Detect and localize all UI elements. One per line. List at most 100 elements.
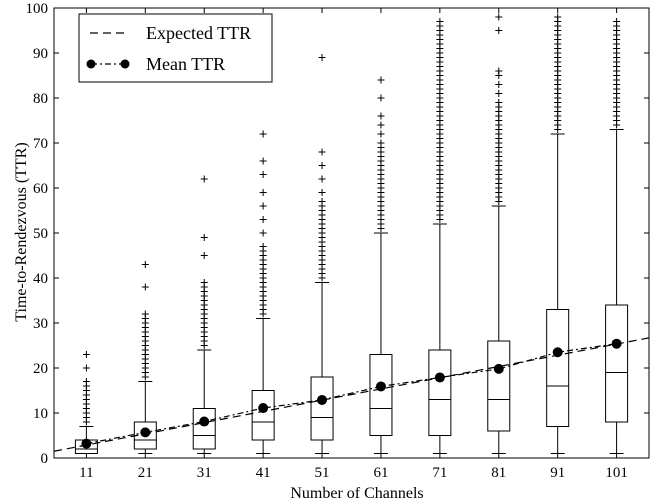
box-iqr [251,390,275,441]
outlier-marker [141,310,149,318]
mean-ttr-point [493,363,504,374]
y-tick-label: 10 [33,406,48,422]
x-tick-label: 21 [138,465,153,481]
outlier-marker [377,76,385,84]
box-71 [428,18,452,454]
box-61 [369,76,393,454]
legend-box [78,13,273,83]
box-iqr [192,408,216,450]
outlier-marker [495,90,503,97]
outlier-marker [613,18,621,25]
outlier-marker [377,112,385,120]
y-tick-label: 50 [33,226,48,242]
box-91 [546,13,570,454]
outlier-marker [377,121,385,129]
outlier-marker [377,94,385,102]
outlier-marker [318,148,326,156]
outlier-marker [259,171,267,178]
outlier-marker [436,18,444,25]
y-axis-label: Time-to-Rendezvous (TTR) [13,142,30,321]
legend-mean-marker-left [86,59,96,69]
y-tick-label: 90 [33,46,48,62]
outlier-marker [259,130,267,138]
plot-area [53,13,650,454]
x-tick-label: 31 [197,465,212,481]
mean-ttr-point [81,438,92,449]
x-tick-label: 91 [550,465,565,481]
y-tick-label: 60 [33,181,48,197]
box-iqr [310,376,334,441]
outlier-marker [200,175,208,183]
box-41 [251,130,275,454]
expected-ttr-line [53,337,650,452]
outlier-marker [259,229,267,237]
mean-ttr-point [199,416,210,427]
box-iqr [487,340,511,432]
outlier-marker [141,283,149,291]
mean-ttr-point [317,394,328,405]
legend-mean-marker-right [120,59,130,69]
y-tick-label: 80 [33,91,48,107]
x-tick-label: 71 [432,465,447,481]
legend: Expected TTR Mean TTR [78,13,273,83]
x-tick-label: 81 [491,465,506,481]
box-11 [74,351,98,454]
mean-ttr-point [552,347,563,358]
outlier-marker [259,189,267,196]
outlier-marker [141,261,149,268]
outlier-marker [82,351,90,358]
outlier-marker [495,27,503,34]
mean-ttr-line [86,343,617,445]
mean-ttr-point [434,372,445,383]
y-tick-label: 100 [26,1,49,17]
x-tick-label: 61 [373,465,388,481]
outlier-marker [200,252,208,259]
mean-ttr-point [611,338,622,349]
outlier-marker [495,99,503,106]
outlier-marker [259,157,267,165]
box-101 [605,18,629,454]
box-iqr [428,349,452,436]
x-tick-label: 101 [605,465,628,481]
outlier-marker [318,198,326,205]
y-tick-label: 70 [33,136,48,152]
mean-ttr-point [140,427,151,438]
outlier-marker [259,216,267,223]
outlier-marker [200,234,208,241]
y-tick-label: 20 [33,361,48,377]
box-iqr [546,309,570,427]
box-iqr [369,354,393,436]
legend-mean-label: Mean TTR [146,54,225,74]
x-axis-label: Number of Channels [290,485,423,502]
outlier-marker [377,139,385,147]
y-tick-label: 40 [33,271,48,287]
x-tick-label: 51 [315,465,330,481]
legend-expected-label: Expected TTR [146,23,251,43]
outlier-marker [318,175,326,183]
x-tick-label: 41 [256,465,271,481]
outlier-marker [495,13,503,21]
outlier-marker [259,202,267,210]
outlier-marker [82,364,90,372]
box-81 [487,13,511,454]
box-51 [310,54,334,454]
outlier-marker [377,130,385,138]
box-31 [192,175,216,454]
mean-ttr-point [375,381,386,392]
outlier-marker [82,378,90,385]
outlier-marker [318,162,326,169]
outlier-marker [495,67,503,75]
outlier-marker [318,54,326,61]
x-tick-label: 11 [79,465,93,481]
mean-ttr-point [258,403,269,414]
outlier-marker [259,243,267,250]
outlier-marker [495,81,503,88]
box-21 [133,261,157,454]
y-tick-label: 30 [33,316,48,332]
outlier-marker [554,13,562,21]
outlier-marker [200,279,208,286]
y-tick-label: 0 [41,451,49,467]
box-iqr [605,304,629,423]
outlier-marker [318,189,326,196]
